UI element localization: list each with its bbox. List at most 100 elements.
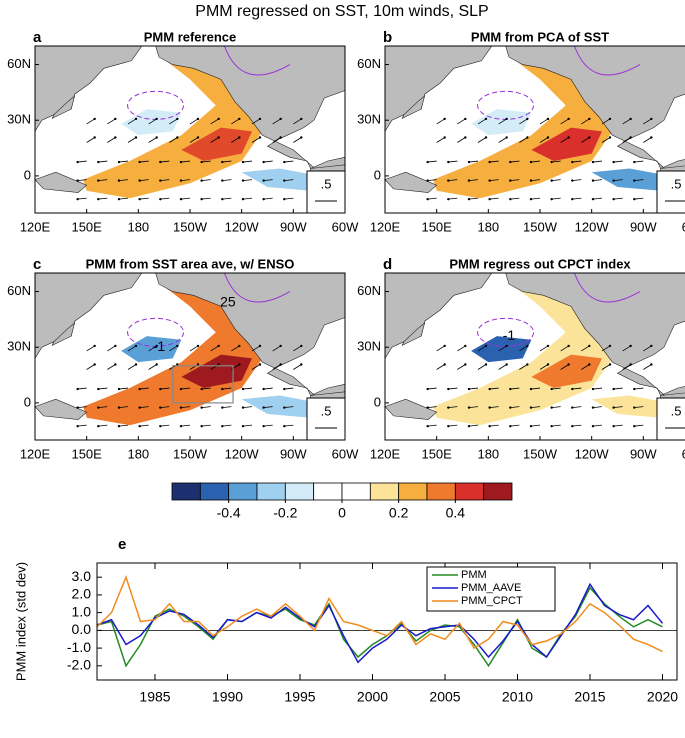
wind-vector-head: [241, 424, 245, 428]
wind-vector: [201, 160, 211, 163]
wind-vector-head: [526, 136, 529, 139]
wind-vector-head: [567, 363, 570, 366]
wind-vector: [468, 387, 479, 390]
wind-vector-head: [546, 344, 550, 348]
wind-vector: [448, 179, 458, 181]
wind-vector: [436, 364, 445, 370]
wind-vector-head: [443, 344, 446, 348]
wind-vector-head: [426, 197, 429, 201]
wind-vector-head: [467, 179, 471, 182]
wind-vector-head: [200, 197, 203, 201]
wind-vector-head: [134, 136, 138, 139]
wind-vector-head: [221, 406, 224, 409]
wind-vector: [86, 345, 95, 352]
wind-vector-head: [529, 197, 533, 201]
wind-vector-head: [612, 160, 615, 164]
wind-vector-head: [488, 424, 491, 428]
wind-vector: [242, 179, 253, 181]
wind-vector: [272, 118, 281, 125]
sst-band: [433, 280, 613, 426]
wind-vector-head: [159, 387, 162, 391]
wind-vector-head: [484, 344, 488, 348]
wind-vector: [160, 179, 170, 181]
lat-label: 60N: [7, 283, 31, 298]
wind-vector: [634, 424, 644, 427]
wind-vector: [251, 137, 261, 143]
wind-vector-head: [529, 424, 533, 428]
wind-vector-head: [217, 136, 220, 139]
contour-label: 25: [220, 293, 236, 309]
lat-label: 60N: [357, 283, 381, 298]
wind-vector: [251, 345, 261, 352]
wind-vector: [622, 345, 631, 352]
legend-label: PMM_CPCT: [461, 595, 523, 607]
wind-vector-head: [114, 363, 117, 366]
wind-vector: [457, 118, 466, 125]
wind-vector: [572, 179, 582, 181]
wind-vector-head: [262, 387, 265, 391]
land: [505, 272, 685, 400]
wind-vector-head: [546, 363, 550, 366]
land: [51, 322, 76, 347]
wind-vector-head: [550, 424, 553, 428]
panel-title: PMM from PCA of SST: [471, 29, 609, 44]
lon-label: 180: [477, 219, 499, 234]
wind-vector: [551, 197, 561, 200]
land: [155, 45, 346, 173]
wind-vector-head: [571, 179, 574, 182]
wind-vector-head: [155, 363, 158, 366]
wind-vector: [284, 387, 294, 390]
wind-vector: [242, 160, 253, 163]
wind-vector-head: [238, 136, 241, 139]
wind-vector-head: [529, 387, 533, 391]
wind-vector: [622, 364, 631, 370]
wind-vector-head: [200, 387, 203, 391]
lon-label: 120E: [20, 446, 51, 461]
wind-vector-head: [238, 117, 241, 121]
wind-vector: [139, 160, 149, 163]
panel-letter: e: [118, 536, 126, 553]
wind-vector: [601, 345, 611, 352]
wind-vector-head: [238, 363, 241, 366]
lon-label: 150E: [71, 219, 102, 234]
colorbar-label: -0.4: [217, 505, 241, 521]
wind-vector: [77, 387, 87, 390]
land: [401, 95, 426, 120]
wind-vector: [251, 364, 261, 370]
wind-vector-head: [608, 344, 612, 348]
panel-letter: c: [33, 256, 41, 273]
wind-vector-head: [196, 136, 200, 139]
wind-vector-head: [97, 197, 100, 201]
wind-vector-head: [283, 406, 286, 409]
wind-vector: [169, 345, 178, 352]
wind-vector: [272, 345, 281, 352]
lon-label: 120W: [225, 219, 260, 234]
wind-vector-head: [258, 363, 262, 366]
wind-vector-head: [529, 160, 533, 164]
wind-vector-head: [196, 344, 200, 348]
wind-vector: [634, 406, 644, 408]
wind-vector-head: [591, 387, 595, 391]
wind-vector: [634, 197, 644, 200]
ref-vector-box: [656, 397, 685, 441]
series-line: [96, 582, 664, 664]
slp-contour: [223, 45, 291, 76]
wind-vector: [77, 179, 87, 181]
land: [505, 45, 685, 173]
wind-vector-head: [97, 424, 100, 428]
wind-vector-head: [571, 197, 574, 201]
wind-vector: [242, 197, 253, 200]
wind-vector: [118, 424, 129, 427]
wind-vector-head: [138, 406, 141, 409]
wind-vector: [489, 197, 499, 200]
contour-label: -1: [503, 327, 516, 343]
wind-vector-head: [526, 344, 529, 348]
wind-vector: [457, 137, 466, 143]
wind-vector-head: [76, 387, 79, 391]
wind-vector: [77, 160, 87, 163]
wind-vector: [127, 364, 137, 370]
wind-vector-head: [179, 424, 183, 428]
wind-vector-head: [283, 179, 286, 182]
wind-vector: [242, 406, 253, 408]
wind-vector-head: [591, 197, 595, 201]
